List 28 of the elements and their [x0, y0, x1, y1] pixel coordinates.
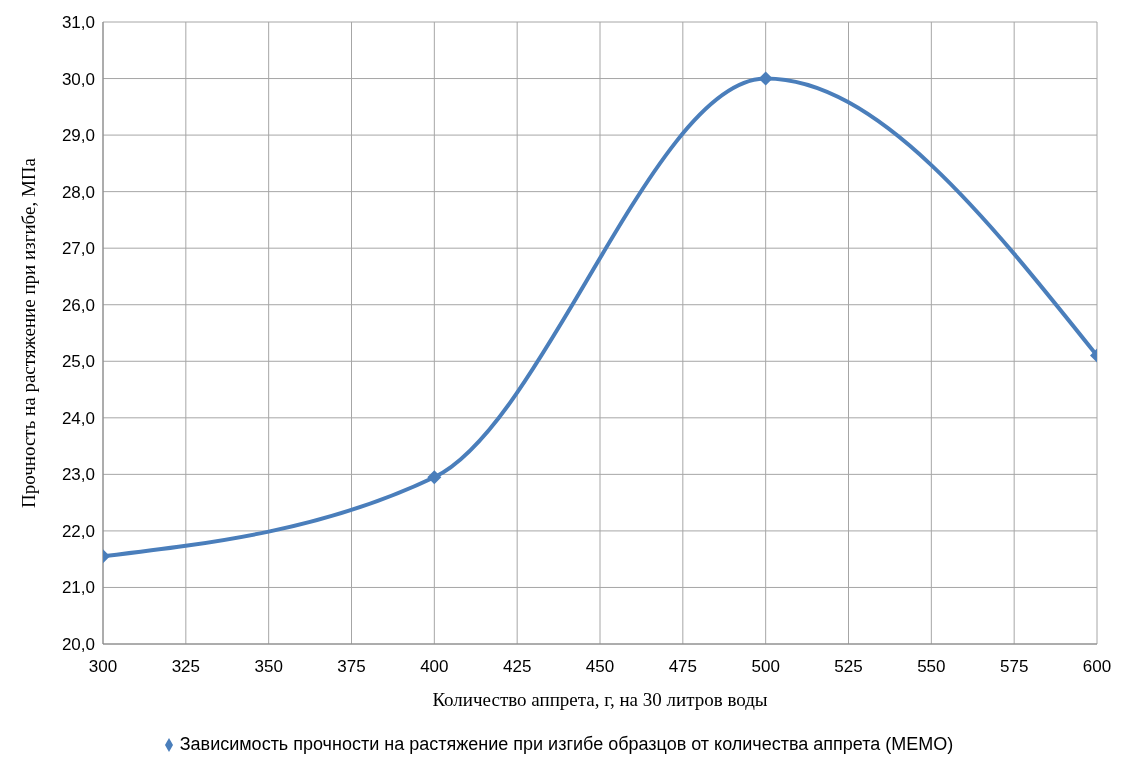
x-tick-label: 575 — [999, 657, 1029, 677]
y-tick-label: 28,0 — [61, 182, 95, 202]
y-axis-title: Прочность на растяжение при изгибе, МПа — [17, 157, 39, 509]
x-tick-label: 300 — [88, 657, 118, 677]
y-tick-label: 31,0 — [61, 13, 95, 33]
y-tick-label: 27,0 — [61, 239, 95, 259]
y-tick-label: 24,0 — [61, 408, 95, 428]
y-tick-label: 23,0 — [61, 465, 95, 485]
x-tick-label: 425 — [502, 657, 532, 677]
y-tick-label: 30,0 — [61, 69, 95, 89]
y-tick-label: 26,0 — [61, 295, 95, 315]
y-tick-label: 20,0 — [61, 635, 95, 655]
y-tick-label: 25,0 — [61, 352, 95, 372]
x-tick-label: 525 — [834, 657, 863, 677]
y-tick-label: 29,0 — [61, 126, 95, 146]
x-tick-label: 375 — [337, 657, 366, 677]
x-axis-title: Количество аппрета, г, на 30 литров воды — [432, 689, 768, 710]
y-tick-label: 22,0 — [61, 521, 95, 541]
x-tick-label: 325 — [171, 657, 201, 677]
x-tick-label: 500 — [751, 657, 780, 677]
x-tick-label: 550 — [917, 657, 946, 677]
x-tick-label: 450 — [585, 657, 615, 677]
x-tick-label: 600 — [1082, 657, 1112, 677]
x-tick-label: 400 — [420, 657, 449, 677]
x-tick-label: 350 — [254, 657, 283, 677]
x-tick-label: 475 — [668, 657, 698, 677]
legend-label: Зависимость прочности на растяжение при изгибе образцов от количества аппрета (МЕМО) — [179, 734, 954, 754]
y-tick-label: 21,0 — [61, 578, 95, 598]
